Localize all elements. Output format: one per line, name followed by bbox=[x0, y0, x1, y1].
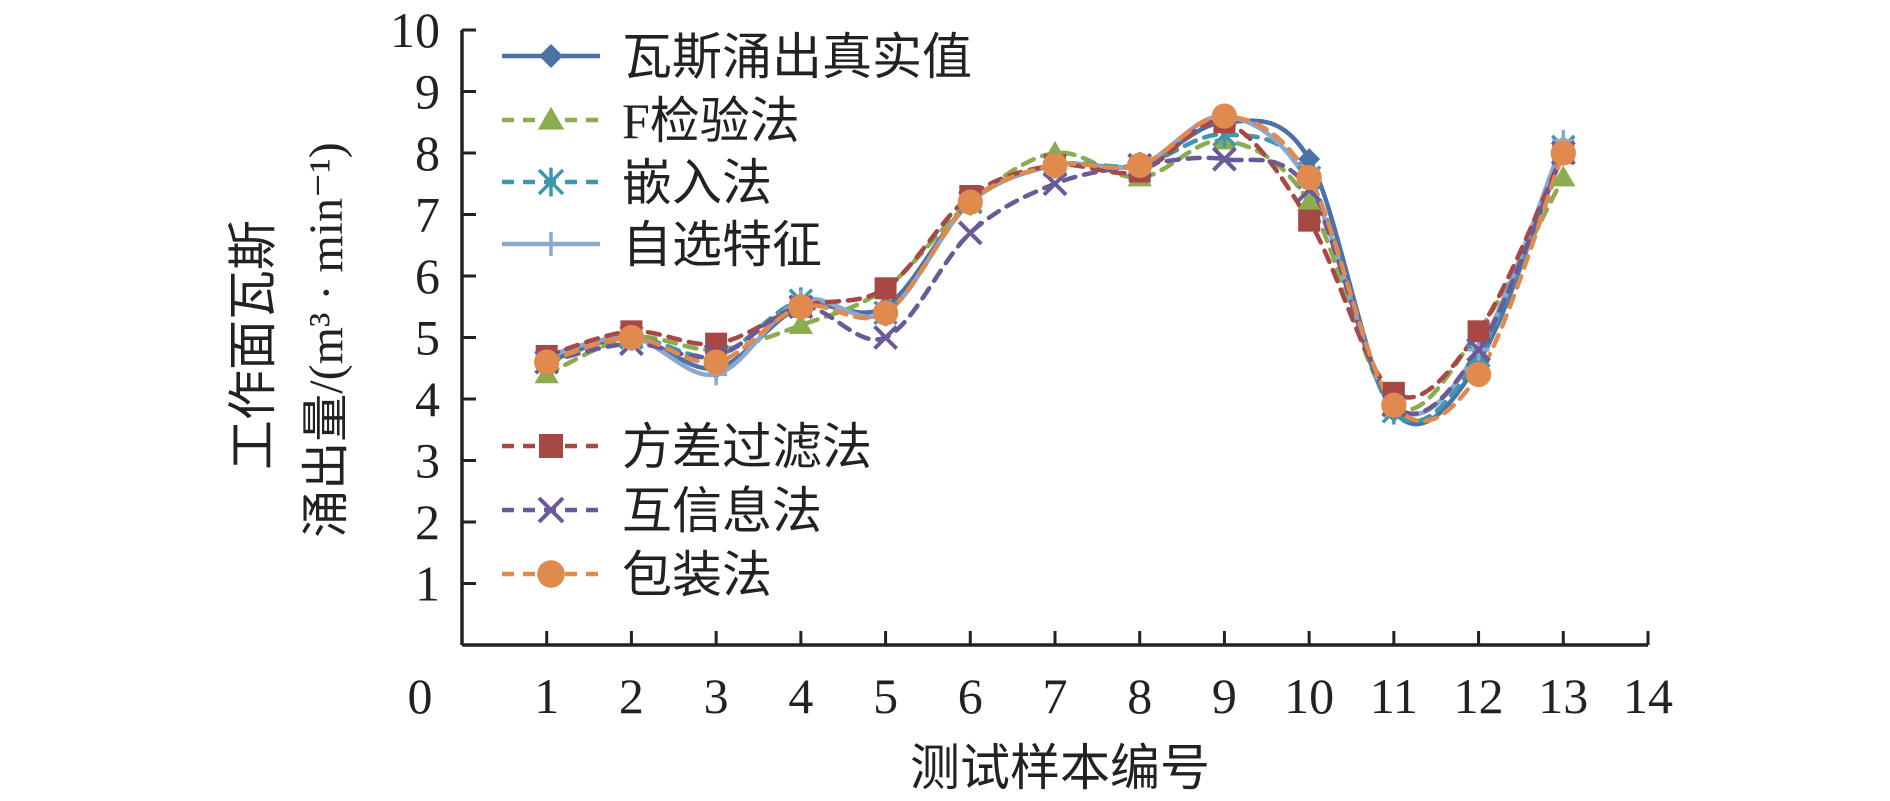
legend-marker-1 bbox=[537, 106, 565, 130]
y-tick-group: 1 23 45 67 89 10 bbox=[390, 2, 476, 612]
x-tick-label: 11 bbox=[1370, 668, 1418, 724]
data-point-1 bbox=[788, 313, 813, 334]
legend-marker-4 bbox=[539, 434, 563, 458]
data-point-6 bbox=[1465, 361, 1492, 388]
y-tick-label: 9 bbox=[415, 64, 440, 120]
data-point-6 bbox=[1381, 392, 1407, 418]
x-tick-label: 2 bbox=[619, 668, 644, 724]
x-tick-label: 13 bbox=[1538, 668, 1588, 724]
y-tick-label: 8 bbox=[415, 125, 440, 181]
data-point-6 bbox=[1296, 164, 1322, 191]
series-line-5 bbox=[544, 150, 1566, 416]
y-tick-label: 7 bbox=[415, 187, 440, 243]
data-point-6 bbox=[1127, 152, 1153, 178]
legend-label-2: 嵌入法 bbox=[622, 155, 772, 211]
data-point-5 bbox=[1466, 337, 1491, 363]
x-tick-label: 5 bbox=[873, 668, 898, 724]
data-point-6 bbox=[872, 300, 899, 326]
data-point-6 bbox=[534, 349, 560, 375]
data-point-4 bbox=[1467, 320, 1490, 343]
legend-label-1: F检验法 bbox=[622, 93, 800, 149]
data-point-6 bbox=[957, 189, 983, 215]
legend-marker-6 bbox=[537, 560, 565, 588]
x-tick-label: 8 bbox=[1127, 668, 1152, 724]
legend-label-3: 自选特征 bbox=[622, 217, 822, 273]
data-point-6 bbox=[703, 349, 729, 375]
data-point-6 bbox=[1042, 152, 1068, 178]
y-tick-label: 6 bbox=[415, 248, 440, 304]
legend-label-5: 互信息法 bbox=[622, 483, 822, 539]
x-tick-label: 14 bbox=[1623, 668, 1673, 724]
x-tick-group: 0 1 2 3 4 5 6 7 8 9 10 11 12 13 14 bbox=[408, 631, 1673, 724]
legend-marker-2 bbox=[537, 167, 565, 197]
data-point-5 bbox=[873, 325, 898, 350]
data-point-6 bbox=[1211, 103, 1238, 129]
legend-marker-3 bbox=[539, 232, 563, 256]
data-point-5 bbox=[1212, 146, 1237, 172]
x-tick-label: 12 bbox=[1454, 668, 1504, 724]
y-tick-label: 1 bbox=[415, 556, 440, 612]
x-tick-label: 10 bbox=[1284, 668, 1334, 724]
y-tick-label: 4 bbox=[415, 371, 440, 427]
data-point-6 bbox=[788, 294, 814, 320]
y-tick-label: 5 bbox=[415, 310, 440, 366]
data-point-4 bbox=[874, 277, 897, 300]
data-point-0 bbox=[1298, 148, 1321, 171]
x-axis-label: 测试样本编号 bbox=[910, 740, 1210, 796]
x-tick-label: 9 bbox=[1212, 668, 1237, 724]
data-point-5 bbox=[957, 220, 983, 246]
x-tick-label: 0 bbox=[408, 668, 433, 724]
series-markers bbox=[534, 103, 1576, 425]
legend-label-6: 包装法 bbox=[622, 547, 772, 603]
x-tick-label: 3 bbox=[704, 668, 729, 724]
legend-label-0: 瓦斯涌出真实值 bbox=[622, 29, 972, 85]
data-point-1 bbox=[1551, 165, 1576, 187]
y-axis-label-line1: 工作面瓦斯 bbox=[225, 220, 281, 470]
x-tick-label: 7 bbox=[1043, 668, 1068, 724]
y-tick-label: 3 bbox=[415, 433, 440, 489]
y-axis-label-line2: 涌出量/(m³ · min⁻¹) bbox=[300, 142, 353, 537]
series-line-4 bbox=[544, 119, 1566, 400]
data-point-5 bbox=[1042, 171, 1068, 197]
x-tick-label: 4 bbox=[788, 668, 813, 724]
data-point-4 bbox=[1298, 209, 1321, 232]
series-lines bbox=[544, 113, 1566, 427]
x-tick-label: 6 bbox=[958, 668, 983, 724]
legend-label-4: 方差过滤法 bbox=[622, 419, 872, 475]
legend-marker-0 bbox=[539, 44, 563, 68]
y-tick-label: 10 bbox=[390, 2, 440, 58]
data-point-1 bbox=[1297, 190, 1322, 211]
y-tick-label: 2 bbox=[415, 494, 440, 550]
data-point-6 bbox=[618, 324, 645, 351]
data-point-6 bbox=[1550, 140, 1576, 166]
legend-marker-5 bbox=[537, 496, 565, 524]
series-line-6 bbox=[544, 113, 1566, 424]
x-tick-label: 1 bbox=[534, 668, 559, 724]
